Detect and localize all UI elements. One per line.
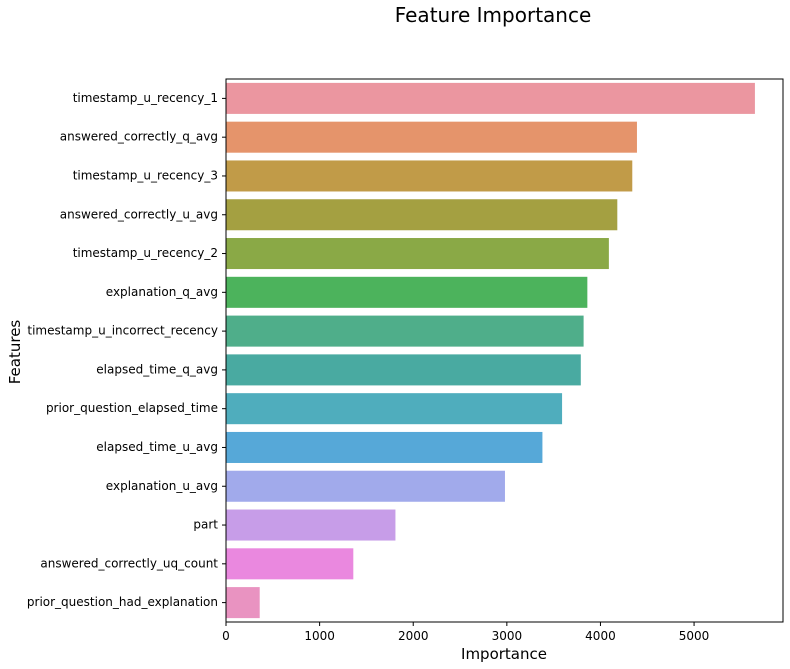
bar-explanation-q-avg: [226, 276, 588, 308]
y-tick-label: elapsed_time_q_avg: [96, 362, 218, 376]
bar-part: [226, 509, 396, 541]
y-axis-label: Features: [6, 320, 24, 385]
bar-answered-correctly-uq-count: [226, 548, 354, 580]
plot-frame: [225, 78, 784, 623]
x-tick-label: 4000: [585, 629, 616, 643]
y-tick-label: prior_question_elapsed_time: [46, 401, 218, 415]
bar-timestamp-u-recency-2: [226, 238, 609, 270]
y-tick-label: elapsed_time_u_avg: [96, 440, 218, 454]
y-tick-label: prior_question_had_explanation: [27, 595, 218, 609]
bar-timestamp-u-recency-3: [226, 160, 633, 192]
y-tick-label: explanation_u_avg: [106, 479, 218, 493]
y-tick-label: timestamp_u_recency_1: [73, 91, 218, 105]
y-tick-label: explanation_q_avg: [106, 285, 218, 299]
bar-answered-correctly-q-avg: [226, 121, 637, 153]
x-tick-label: 5000: [679, 629, 710, 643]
bars-group: [226, 82, 755, 619]
bar-prior-question-had-explanation: [226, 587, 260, 619]
x-axis-label: Importance: [461, 645, 547, 663]
bar-timestamp-u-recency-1: [226, 82, 755, 114]
bar-timestamp-u-incorrect-recency: [226, 315, 584, 347]
x-tick-label: 2000: [398, 629, 429, 643]
x-tick-label: 0: [222, 629, 230, 643]
y-tick-label: part: [193, 518, 218, 532]
bar-answered-correctly-u-avg: [226, 199, 618, 231]
bar-elapsed-time-q-avg: [226, 354, 581, 386]
y-tick-label: answered_correctly_uq_count: [40, 556, 218, 570]
y-tick-labels: timestamp_u_recency_1 answered_correctly_…: [27, 91, 226, 609]
y-tick-label: answered_correctly_u_avg: [60, 207, 218, 221]
x-tick-label: 1000: [304, 629, 335, 643]
y-tick-label: timestamp_u_incorrect_recency: [27, 324, 218, 338]
y-tick-label: timestamp_u_recency_3: [73, 168, 218, 182]
chart-title: Feature Importance: [395, 3, 592, 27]
bar-explanation-u-avg: [226, 470, 505, 502]
x-tick-label: 3000: [492, 629, 523, 643]
bar-elapsed-time-u-avg: [226, 431, 543, 463]
y-tick-label: answered_correctly_q_avg: [60, 130, 218, 144]
x-ticks: 0 1000 2000 3000 4000 5000: [222, 622, 709, 643]
y-tick-label: timestamp_u_recency_2: [73, 246, 218, 260]
bar-prior-question-elapsed-time: [226, 393, 563, 425]
